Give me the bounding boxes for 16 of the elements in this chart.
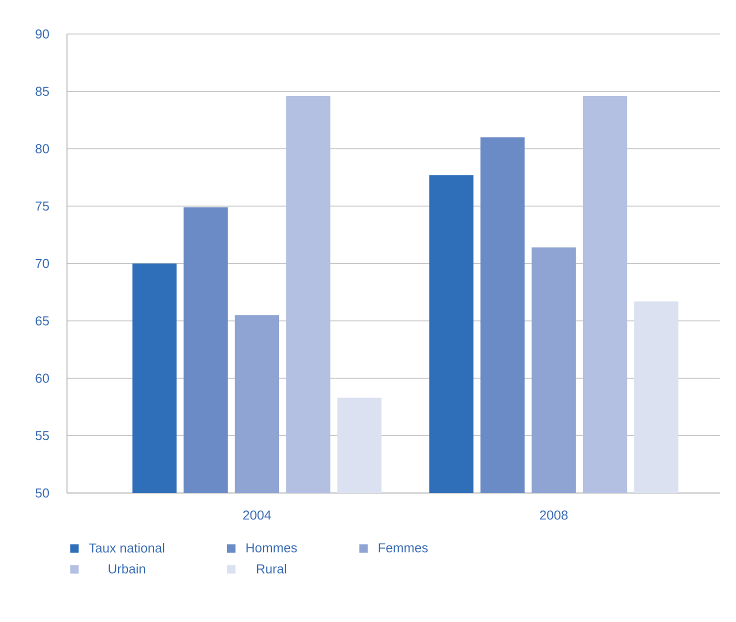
legend-label: Taux national — [88, 543, 164, 553]
y-tick-label: 60 — [36, 374, 49, 383]
x-tick-label: 2008 — [540, 510, 568, 520]
y-tick-label: 65 — [36, 316, 49, 326]
legend-label: Femmes — [378, 543, 428, 552]
y-tick-label: 90 — [36, 29, 49, 39]
x-tick-label: 2004 — [243, 510, 271, 520]
y-tick-label: 70 — [36, 258, 49, 268]
legend-label: Hommes — [246, 543, 297, 552]
y-tick-label: 50 — [36, 488, 49, 498]
y-tick-label: 85 — [36, 86, 49, 96]
y-tick-label: 80 — [36, 144, 49, 154]
y-tick-label: 75 — [36, 202, 49, 211]
y-tick-label: 55 — [36, 431, 49, 440]
legend-label: Rural — [256, 564, 286, 574]
legend-label: Urbain — [108, 564, 146, 574]
